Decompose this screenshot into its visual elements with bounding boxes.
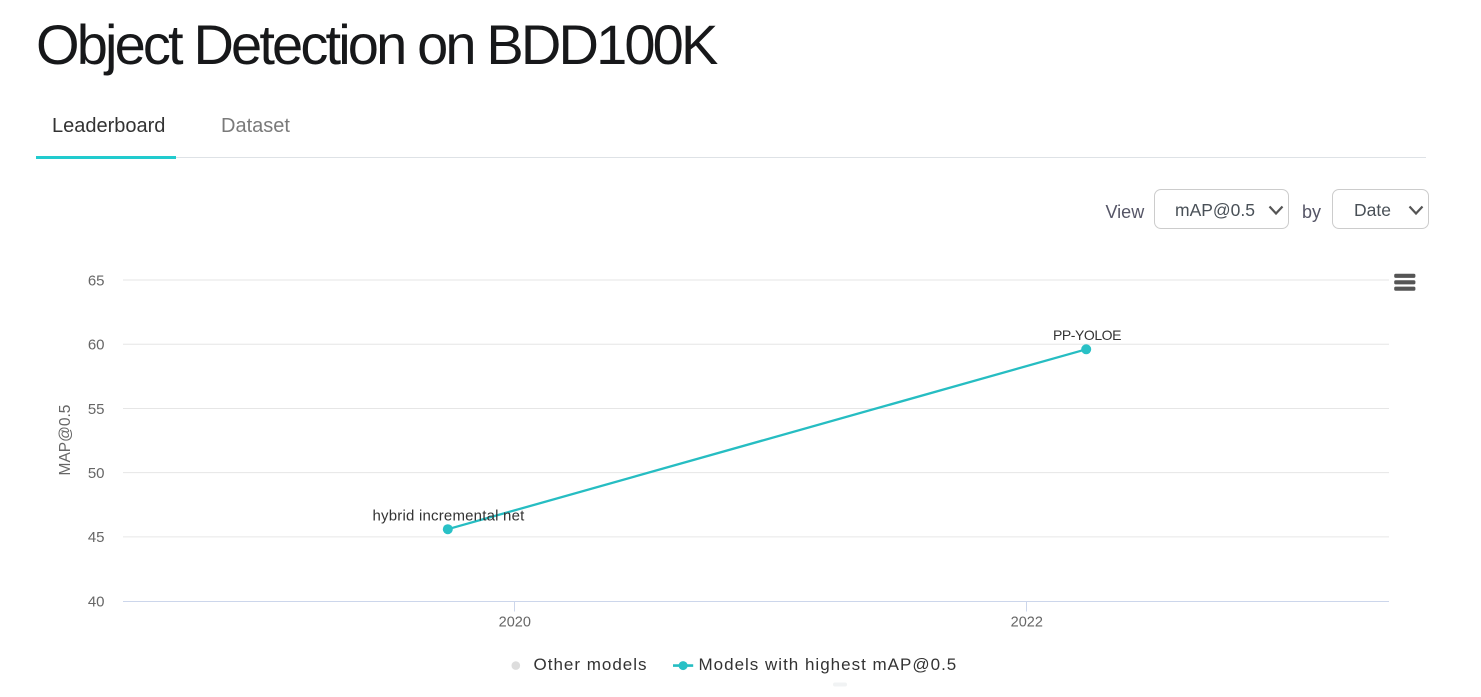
svg-text:40: 40 — [88, 594, 105, 611]
svg-text:2022: 2022 — [1011, 614, 1043, 630]
svg-text:45: 45 — [88, 529, 105, 546]
svg-text:60: 60 — [88, 337, 105, 354]
svg-text:Other models: Other models — [534, 655, 648, 674]
svg-text:2020: 2020 — [499, 614, 531, 630]
svg-text:55: 55 — [88, 401, 105, 418]
svg-text:hybrid incremental net: hybrid incremental net — [373, 508, 526, 525]
svg-text:MAP@0.5: MAP@0.5 — [57, 405, 74, 476]
svg-text:PP-YOLOE: PP-YOLOE — [1053, 327, 1121, 343]
svg-text:65: 65 — [88, 272, 105, 289]
svg-text:50: 50 — [88, 465, 105, 482]
svg-text:Models with highest mAP@0.5: Models with highest mAP@0.5 — [699, 655, 958, 674]
